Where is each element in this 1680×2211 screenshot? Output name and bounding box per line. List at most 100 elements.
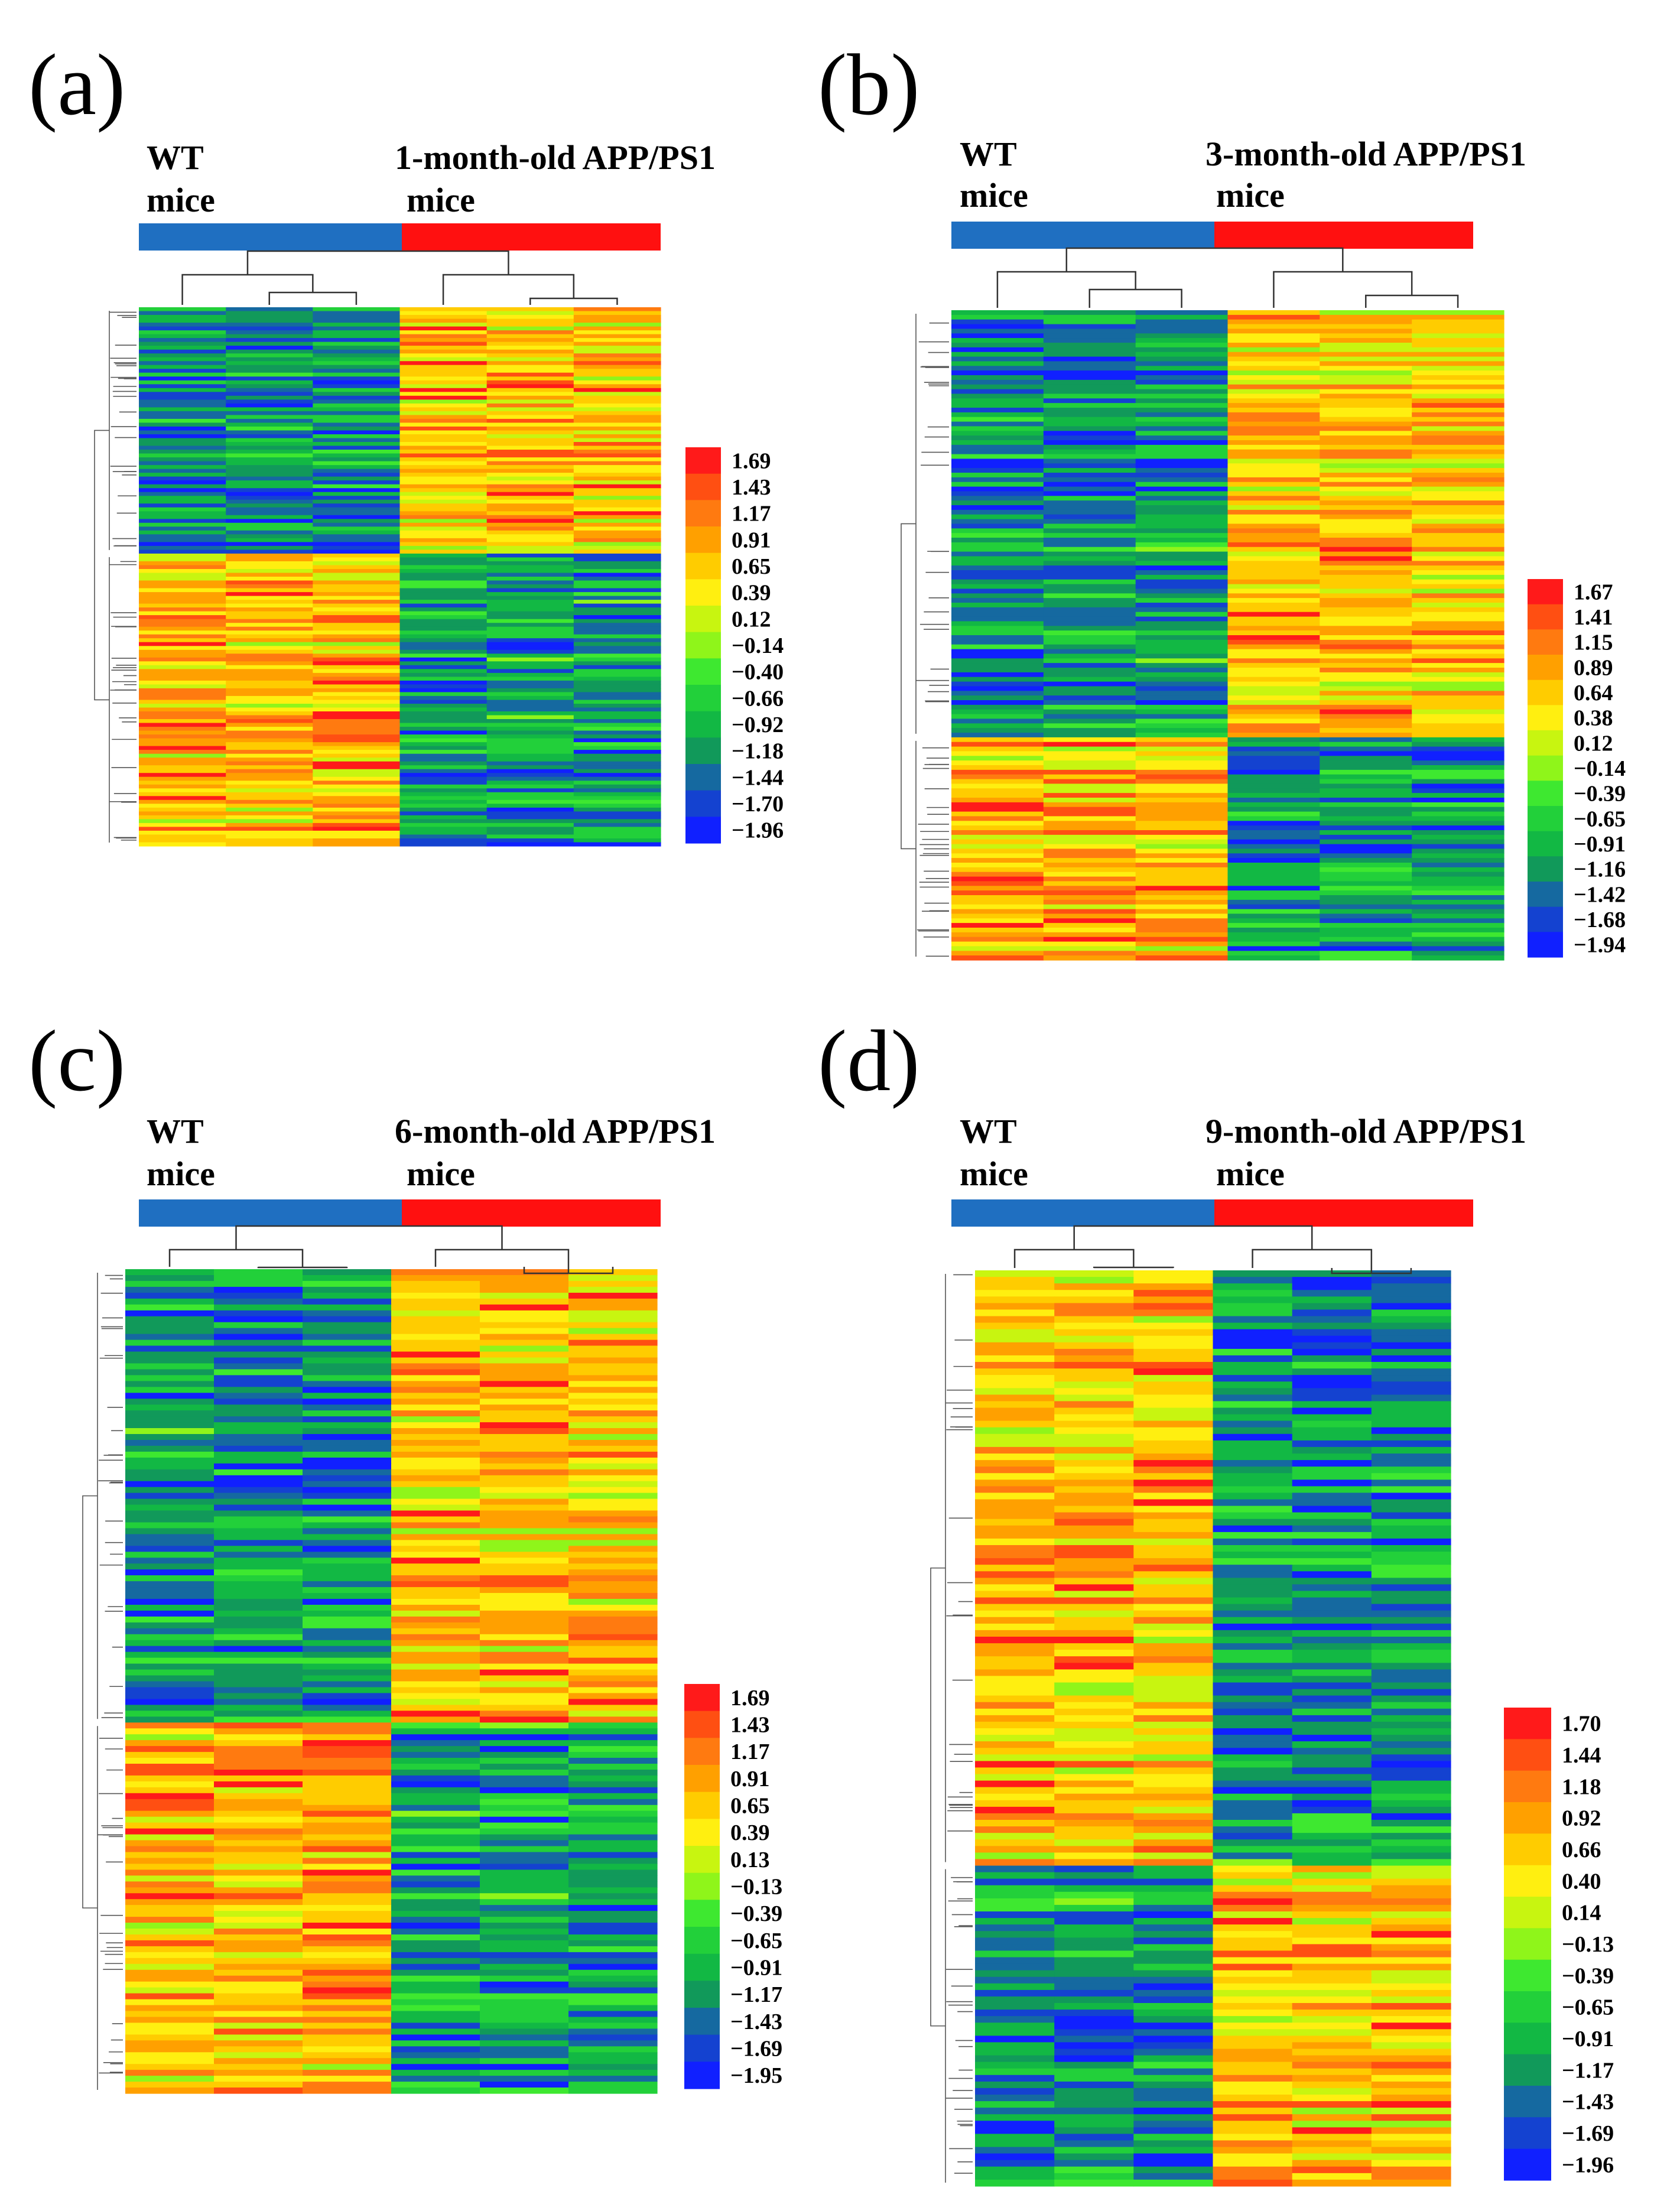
heatmap-cell [139,804,226,808]
heatmap-cell [1320,858,1412,863]
heatmap-cell [1043,848,1136,854]
heatmap-cell [1213,1656,1293,1663]
heatmap-cell [303,1810,392,1817]
heatmap-cell [1227,454,1320,460]
panel-c-group2-line2: mice [407,1155,475,1193]
heatmap-cell [313,450,401,454]
heatmap-cell [1320,561,1412,566]
heatmap-cell [1135,704,1229,710]
heatmap-cell [480,1875,569,1882]
heatmap-cell [568,1457,658,1464]
heatmap-cell [139,380,226,385]
legend-tick-label: 0.92 [1562,1806,1601,1831]
heatmap-cell [1227,551,1320,557]
heatmap-cell [226,626,313,631]
heatmap-cell [139,342,226,346]
heatmap-cell [399,765,488,770]
heatmap-cell [226,804,313,808]
heatmap-cell [1320,658,1412,664]
heatmap-cell [139,484,226,489]
heatmap-cell [951,412,1044,418]
heatmap-cell [480,1917,569,1923]
heatmap-cell [1320,704,1412,710]
heatmap-cell [1213,1833,1293,1840]
heatmap-cell [1292,1826,1372,1833]
heatmap-cell [1054,1767,1134,1775]
heatmap-cell [1227,431,1320,436]
heatmap-cell [1043,863,1136,868]
heatmap-cell [486,492,574,496]
heatmap-cell [951,807,1044,812]
heatmap-cell [975,2179,1055,2187]
heatmap-cell [125,1887,215,1894]
heatmap-cell [1135,426,1229,431]
heatmap-cell [139,349,226,354]
heatmap-cell [1213,1552,1293,1559]
heatmap-cell [1043,347,1136,353]
heatmap-cell [1043,765,1136,770]
heatmap-cell [568,1298,658,1305]
heatmap-cell [1412,923,1504,928]
heatmap-cell [975,1532,1055,1539]
heatmap-cell [1371,1467,1451,1474]
heatmap-cell [951,361,1044,366]
heatmap-cell [214,1428,303,1435]
heatmap-cell [214,1304,303,1311]
heatmap-cell [1133,1623,1214,1631]
legend-swatch [684,1765,720,1793]
heatmap-cell [391,1451,480,1458]
heatmap-cell [226,784,313,789]
heatmap-cell [1371,1761,1451,1768]
heatmap-cell [951,788,1044,794]
heatmap-cell [1133,1859,1214,1867]
heatmap-cell [573,415,661,420]
heatmap-cell [568,2040,658,2047]
heatmap-cell [1292,1348,1372,1356]
heatmap-cell [975,1885,1055,1893]
heatmap-cell [1227,709,1320,715]
heatmap-cell [573,361,661,366]
heatmap-cell [573,596,661,600]
heatmap-cell [951,333,1044,339]
legend-swatch [1504,2023,1551,2055]
heatmap-cell [399,603,488,608]
heatmap-cell [1133,1394,1214,1402]
heatmap-cell [1213,1950,1293,1958]
legend-swatch [1504,2117,1551,2150]
heatmap-cell [1412,584,1504,590]
heatmap-cell [1054,1467,1134,1474]
legend-tick-label: 0.38 [1574,706,1613,731]
heatmap-cell [125,1657,215,1664]
heatmap-cell [1043,524,1136,529]
heatmap-cell [1227,700,1320,705]
heatmap-cell [975,2160,1055,2167]
heatmap-cell [139,346,226,350]
heatmap-cell [1371,1865,1451,1873]
heatmap-cell [1371,2101,1451,2108]
heatmap-cell [1054,2101,1134,2108]
heatmap-cell [1054,2016,1134,2023]
heatmap-cell [125,1917,215,1923]
heatmap-cell [975,1630,1055,1637]
heatmap-cell [1412,612,1504,617]
heatmap-cell [303,1451,392,1458]
heatmap-cell [1135,477,1229,483]
heatmap-cell [1135,310,1229,316]
heatmap-cell [214,1328,303,1335]
heatmap-cell [568,1304,658,1311]
heatmap-cell [480,1422,569,1429]
heatmap-cell [125,1516,215,1523]
heatmap-cell [975,2049,1055,2056]
heatmap-cell [1133,1885,1214,1893]
heatmap-cell [1320,709,1412,715]
heatmap-cell [1213,1467,1293,1474]
heatmap-cell [1227,435,1320,441]
heatmap-cell [1371,1499,1451,1507]
heatmap-cell [1292,1277,1372,1284]
heatmap-cell [1133,1277,1214,1284]
legend-tick-label: 1.17 [730,1739,770,1764]
heatmap-cell [139,677,226,681]
heatmap-cell [391,1887,480,1894]
heatmap-cell [139,634,226,639]
heatmap-cell [573,388,661,392]
